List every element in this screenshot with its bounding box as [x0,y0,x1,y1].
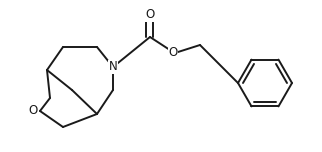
Text: N: N [109,60,118,74]
Text: O: O [145,9,155,21]
Text: O: O [168,45,178,59]
Text: O: O [28,105,38,117]
